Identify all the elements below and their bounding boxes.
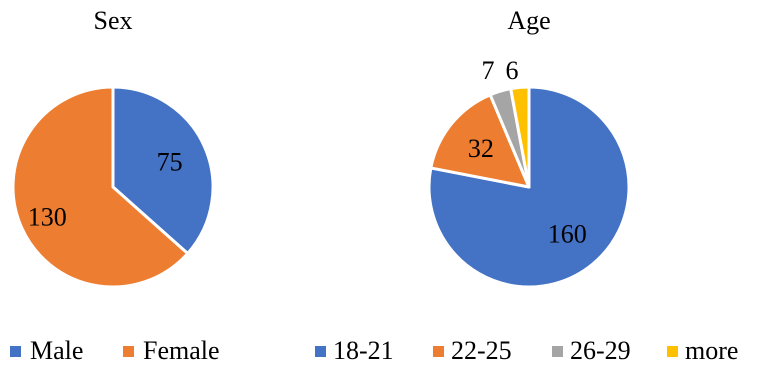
age-slice-more	[509, 85, 531, 189]
sex-label-female: 130	[28, 203, 67, 232]
sex-slice-male	[111, 85, 215, 256]
sex-pie-chart: Sex 75 130 Male Female	[10, 6, 220, 365]
age-chart-title: Age	[507, 6, 550, 35]
sex-pie-labels: 75 130	[28, 148, 183, 232]
age-pie-chart: Age 160 32 7 6 18-21 22-25 26-29 more	[315, 6, 738, 365]
age-pie-slices	[427, 85, 631, 289]
age-legend-swatch-more	[667, 346, 678, 357]
age-legend-label-22-25: 22-25	[451, 336, 512, 365]
age-label-26-29: 7	[482, 56, 495, 85]
sex-legend-label-male: Male	[30, 336, 83, 365]
age-legend-label-18-21: 18-21	[333, 336, 394, 365]
sex-legend-swatch-female	[123, 346, 134, 357]
age-pie-labels: 160 32 7 6	[468, 56, 587, 248]
age-legend: 18-21 22-25 26-29 more	[315, 336, 738, 365]
age-legend-swatch-22-25	[433, 346, 444, 357]
age-legend-label-26-29: 26-29	[570, 336, 631, 365]
age-legend-swatch-18-21	[315, 346, 326, 357]
sex-legend-swatch-male	[10, 346, 21, 357]
age-label-22-25: 32	[468, 134, 494, 163]
age-legend-swatch-26-29	[552, 346, 563, 357]
sex-chart-title: Sex	[94, 6, 133, 35]
age-label-18-21: 160	[548, 219, 587, 248]
sex-legend-label-female: Female	[143, 336, 220, 365]
age-legend-label-more: more	[685, 336, 738, 365]
sex-label-male: 75	[157, 148, 183, 177]
age-label-more: 6	[506, 56, 519, 85]
sex-pie-slices	[11, 85, 215, 289]
age-slice-22-25	[429, 93, 531, 189]
sex-legend: Male Female	[10, 336, 220, 365]
sex-slice-female	[11, 85, 190, 289]
